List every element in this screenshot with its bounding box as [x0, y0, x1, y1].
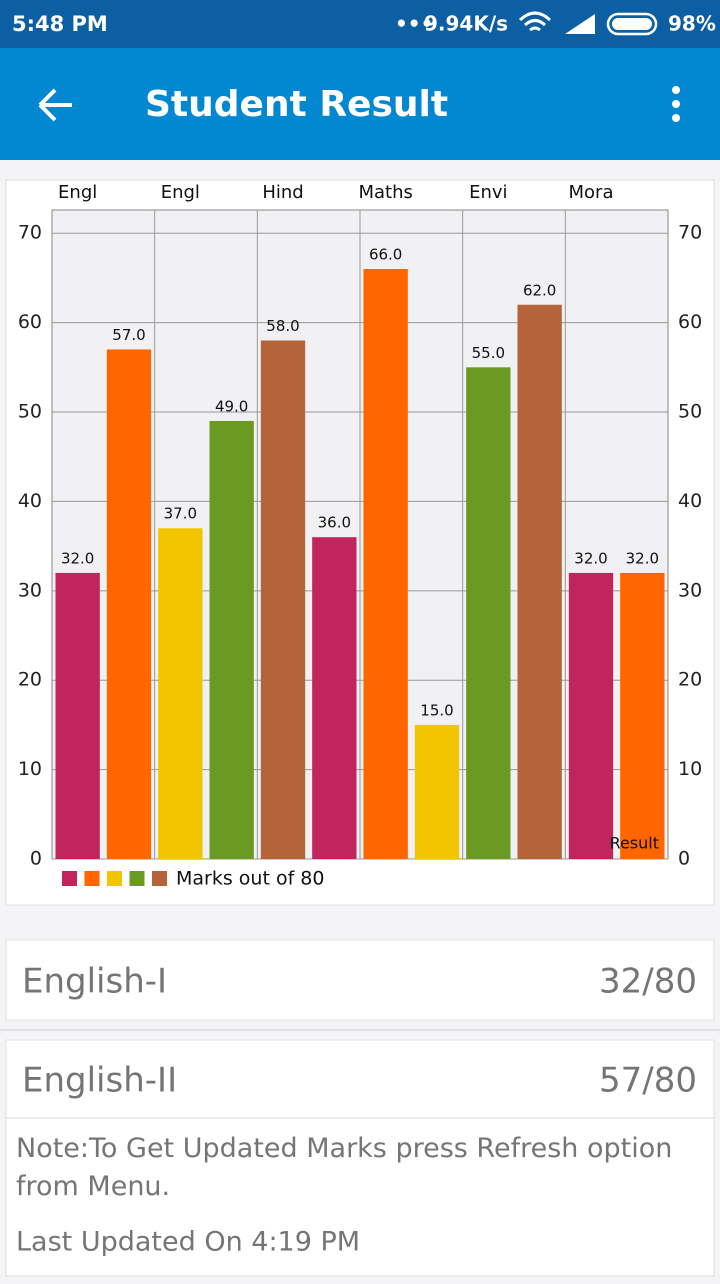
- y2-tick-label: 40: [678, 490, 702, 512]
- note-card: [5, 1117, 715, 1277]
- bar: [466, 367, 511, 859]
- bar: [106, 349, 152, 859]
- legend-swatch: [107, 871, 122, 886]
- bar: [363, 269, 408, 859]
- subject-marks: 32/80: [599, 962, 697, 1002]
- y-tick-label: 10: [18, 758, 42, 780]
- y2-tick-label: 30: [678, 579, 702, 601]
- bar: [260, 340, 306, 859]
- bar: [517, 304, 562, 859]
- battery-icon: [606, 12, 658, 36]
- legend-swatch: [129, 871, 145, 886]
- x-tick-label: Mora: [569, 182, 614, 203]
- bar: [620, 572, 665, 859]
- y2-tick-label: 50: [678, 401, 702, 423]
- y2-tick-label: 70: [678, 222, 702, 244]
- status-dots: •••: [395, 12, 433, 36]
- y2-tick-label: 20: [678, 669, 702, 691]
- value-label: 32.0: [574, 549, 607, 567]
- status-bar: [0, 0, 720, 48]
- list-card[interactable]: [5, 939, 715, 1021]
- value-label: 49.0: [215, 397, 248, 415]
- value-label: 57.0: [112, 326, 145, 344]
- list-card[interactable]: [5, 1039, 715, 1121]
- wifi-icon: [518, 11, 552, 32]
- value-label: 58.0: [266, 317, 299, 335]
- y-tick-label: 0: [30, 848, 42, 870]
- last-updated: Last Updated On 4:19 PM: [16, 1227, 360, 1258]
- subject-marks: 57/80: [599, 1061, 697, 1101]
- bar: [312, 537, 357, 859]
- value-label: 37.0: [164, 505, 197, 523]
- bar: [55, 572, 100, 859]
- back-button[interactable]: [38, 88, 72, 122]
- subject-name: English-II: [22, 1061, 177, 1101]
- x-tick-label: Hind: [262, 182, 303, 203]
- x-tick-label: Engl: [161, 182, 200, 203]
- y-tick-label: 70: [18, 222, 42, 244]
- annotation: Result: [610, 834, 659, 853]
- y-tick-label: 50: [18, 401, 42, 423]
- bar: [568, 572, 614, 859]
- y2-tick-label: 0: [678, 848, 690, 870]
- value-label: 36.0: [318, 514, 351, 532]
- signal-icon: [565, 14, 595, 34]
- y2-tick-label: 10: [678, 758, 702, 780]
- value-label: 32.0: [61, 549, 94, 567]
- app-title: Student Result: [145, 84, 448, 125]
- value-label: 15.0: [420, 701, 453, 719]
- battery-level: [612, 18, 652, 30]
- y-tick-label: 30: [18, 579, 42, 601]
- y-tick-label: 60: [18, 311, 42, 333]
- chart: 0 10 20 30 40 50 60 70 0 10 20 30 40 50 60 70 Engl 32.0 57…: [18, 182, 702, 890]
- bar: [209, 420, 254, 859]
- status-battery: 98%: [668, 12, 716, 36]
- y-tick-label: 20: [18, 669, 42, 691]
- value-label: 62.0: [523, 281, 556, 299]
- note-text: Note:To Get Updated Marks press Refresh …: [16, 1133, 673, 1202]
- subject-name: English-I: [22, 962, 167, 1002]
- legend-label: Marks out of 80: [176, 868, 324, 890]
- value-label: 66.0: [369, 246, 402, 264]
- menu-button[interactable]: [672, 86, 680, 122]
- legend-swatch: [152, 871, 167, 886]
- legend-swatch: [62, 871, 77, 886]
- legend-swatch: [84, 871, 100, 886]
- x-tick-label: Maths: [358, 182, 412, 203]
- value-label: 55.0: [472, 344, 505, 362]
- status-time: 5:48 PM: [12, 12, 108, 36]
- y-tick-label: 40: [18, 490, 42, 512]
- y2-tick-label: 60: [678, 311, 702, 333]
- app-bar: [0, 48, 720, 160]
- note-box: Note:To Get Updated Marks press Refresh …: [16, 1133, 673, 1202]
- x-tick-label: Engl: [58, 182, 97, 203]
- bar: [158, 528, 203, 859]
- x-tick-label: Envi: [469, 182, 507, 203]
- bar: [414, 724, 460, 859]
- value-label: 32.0: [626, 549, 659, 567]
- status-speed: 9.94K/s: [424, 12, 508, 36]
